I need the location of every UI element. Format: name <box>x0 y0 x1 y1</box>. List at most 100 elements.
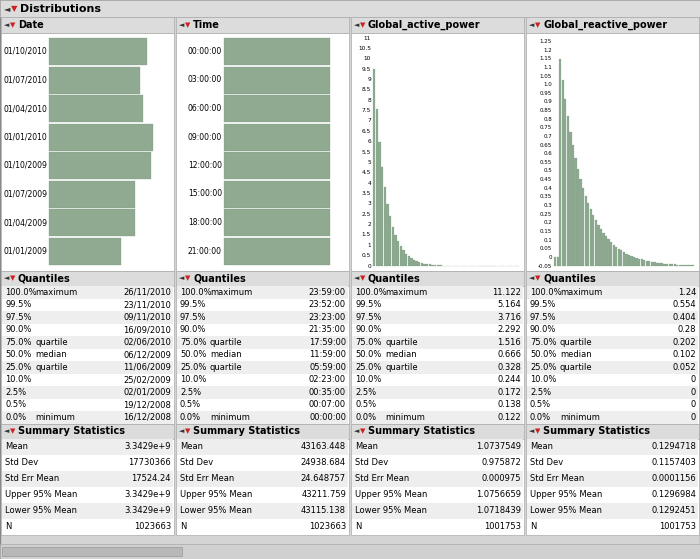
Text: ◄: ◄ <box>354 276 359 282</box>
Text: 50.0%: 50.0% <box>5 350 32 359</box>
Text: 75.0%: 75.0% <box>5 338 32 347</box>
Bar <box>177 411 348 424</box>
Text: 0.35: 0.35 <box>540 195 552 200</box>
Text: 0.0%: 0.0% <box>530 413 551 421</box>
Bar <box>49 38 148 65</box>
Bar <box>177 519 348 534</box>
Bar <box>352 454 523 471</box>
Text: 03:00:00: 03:00:00 <box>188 75 222 84</box>
Text: 8.5: 8.5 <box>362 87 371 92</box>
Bar <box>352 399 523 411</box>
Text: quartile: quartile <box>210 363 243 372</box>
Bar <box>656 263 658 266</box>
Bar <box>527 519 698 534</box>
Bar <box>352 519 523 534</box>
Bar <box>527 486 698 503</box>
Bar <box>352 336 523 348</box>
Text: 0.75: 0.75 <box>540 125 552 130</box>
Bar <box>224 38 330 65</box>
Text: minimum: minimum <box>560 413 600 421</box>
Text: 0.95: 0.95 <box>540 91 552 96</box>
Text: ▼: ▼ <box>535 428 540 434</box>
Bar <box>595 220 597 266</box>
Bar <box>352 438 523 454</box>
Text: 5.164: 5.164 <box>497 300 521 309</box>
Text: 100.0%: 100.0% <box>5 288 36 297</box>
Bar <box>527 324 698 336</box>
Bar <box>176 271 349 286</box>
Text: Mean: Mean <box>5 442 28 451</box>
Text: ▼: ▼ <box>10 276 15 282</box>
Text: Std Err Mean: Std Err Mean <box>355 474 409 483</box>
Bar <box>352 411 523 424</box>
Text: 0.05: 0.05 <box>540 246 552 251</box>
Text: 99.5%: 99.5% <box>180 300 206 309</box>
Text: Mean: Mean <box>355 442 378 451</box>
Bar <box>575 158 577 266</box>
Text: 50.0%: 50.0% <box>180 350 206 359</box>
Bar <box>431 265 434 266</box>
Bar <box>556 257 559 266</box>
Text: quartile: quartile <box>35 338 68 347</box>
Bar <box>416 261 418 266</box>
Bar <box>2 519 173 534</box>
Bar <box>352 361 523 373</box>
Bar <box>610 242 612 266</box>
Text: 2.5: 2.5 <box>362 212 371 217</box>
Bar <box>1 286 174 424</box>
Text: 21:00:00: 21:00:00 <box>188 247 222 255</box>
Bar <box>397 241 399 266</box>
Bar <box>603 233 605 266</box>
Text: 17524.24: 17524.24 <box>132 474 171 483</box>
Bar <box>2 311 173 324</box>
Bar <box>625 254 627 266</box>
Text: quartile: quartile <box>560 338 593 347</box>
Bar <box>352 299 523 311</box>
Text: ▼: ▼ <box>11 4 18 13</box>
Text: ▼: ▼ <box>10 22 15 28</box>
Text: Std Err Mean: Std Err Mean <box>5 474 60 483</box>
Bar <box>666 264 668 266</box>
Bar <box>437 265 439 266</box>
Bar <box>400 246 402 266</box>
Text: 18:00:00: 18:00:00 <box>188 218 222 227</box>
Bar <box>527 454 698 471</box>
Bar <box>617 249 620 266</box>
Bar <box>177 361 348 373</box>
Bar <box>526 33 699 271</box>
Bar <box>177 286 348 299</box>
Bar <box>2 386 173 399</box>
Bar <box>381 167 384 266</box>
Bar <box>405 254 407 266</box>
Bar <box>605 236 607 266</box>
Bar <box>176 17 349 33</box>
Text: 0.102: 0.102 <box>673 350 696 359</box>
Bar <box>352 486 523 503</box>
Text: 0.000975: 0.000975 <box>482 474 521 483</box>
Text: minimum: minimum <box>210 413 250 421</box>
Text: 100.0%: 100.0% <box>180 288 211 297</box>
Text: 90.0%: 90.0% <box>530 325 556 334</box>
Bar <box>564 99 566 266</box>
Text: 5.5: 5.5 <box>362 149 371 154</box>
Text: 0.1157403: 0.1157403 <box>651 458 696 467</box>
Text: 21:35:00: 21:35:00 <box>309 325 346 334</box>
Text: Std Dev: Std Dev <box>355 458 388 467</box>
Text: 97.5%: 97.5% <box>530 312 556 322</box>
Bar <box>351 17 524 33</box>
Text: 0.5%: 0.5% <box>530 400 551 409</box>
Bar <box>2 411 173 424</box>
Bar <box>584 196 587 266</box>
Text: 1.2: 1.2 <box>543 48 552 53</box>
Text: Time: Time <box>193 20 220 30</box>
Text: 15:00:00: 15:00:00 <box>188 190 222 198</box>
Text: Std Err Mean: Std Err Mean <box>530 474 584 483</box>
Text: 1023663: 1023663 <box>134 522 171 531</box>
Text: 0.1: 0.1 <box>543 238 552 243</box>
Text: 0.122: 0.122 <box>498 413 521 421</box>
Text: 97.5%: 97.5% <box>355 312 382 322</box>
Text: quartile: quartile <box>35 363 68 372</box>
Bar <box>597 225 599 266</box>
Text: ◄: ◄ <box>529 22 534 28</box>
Bar <box>224 67 330 93</box>
